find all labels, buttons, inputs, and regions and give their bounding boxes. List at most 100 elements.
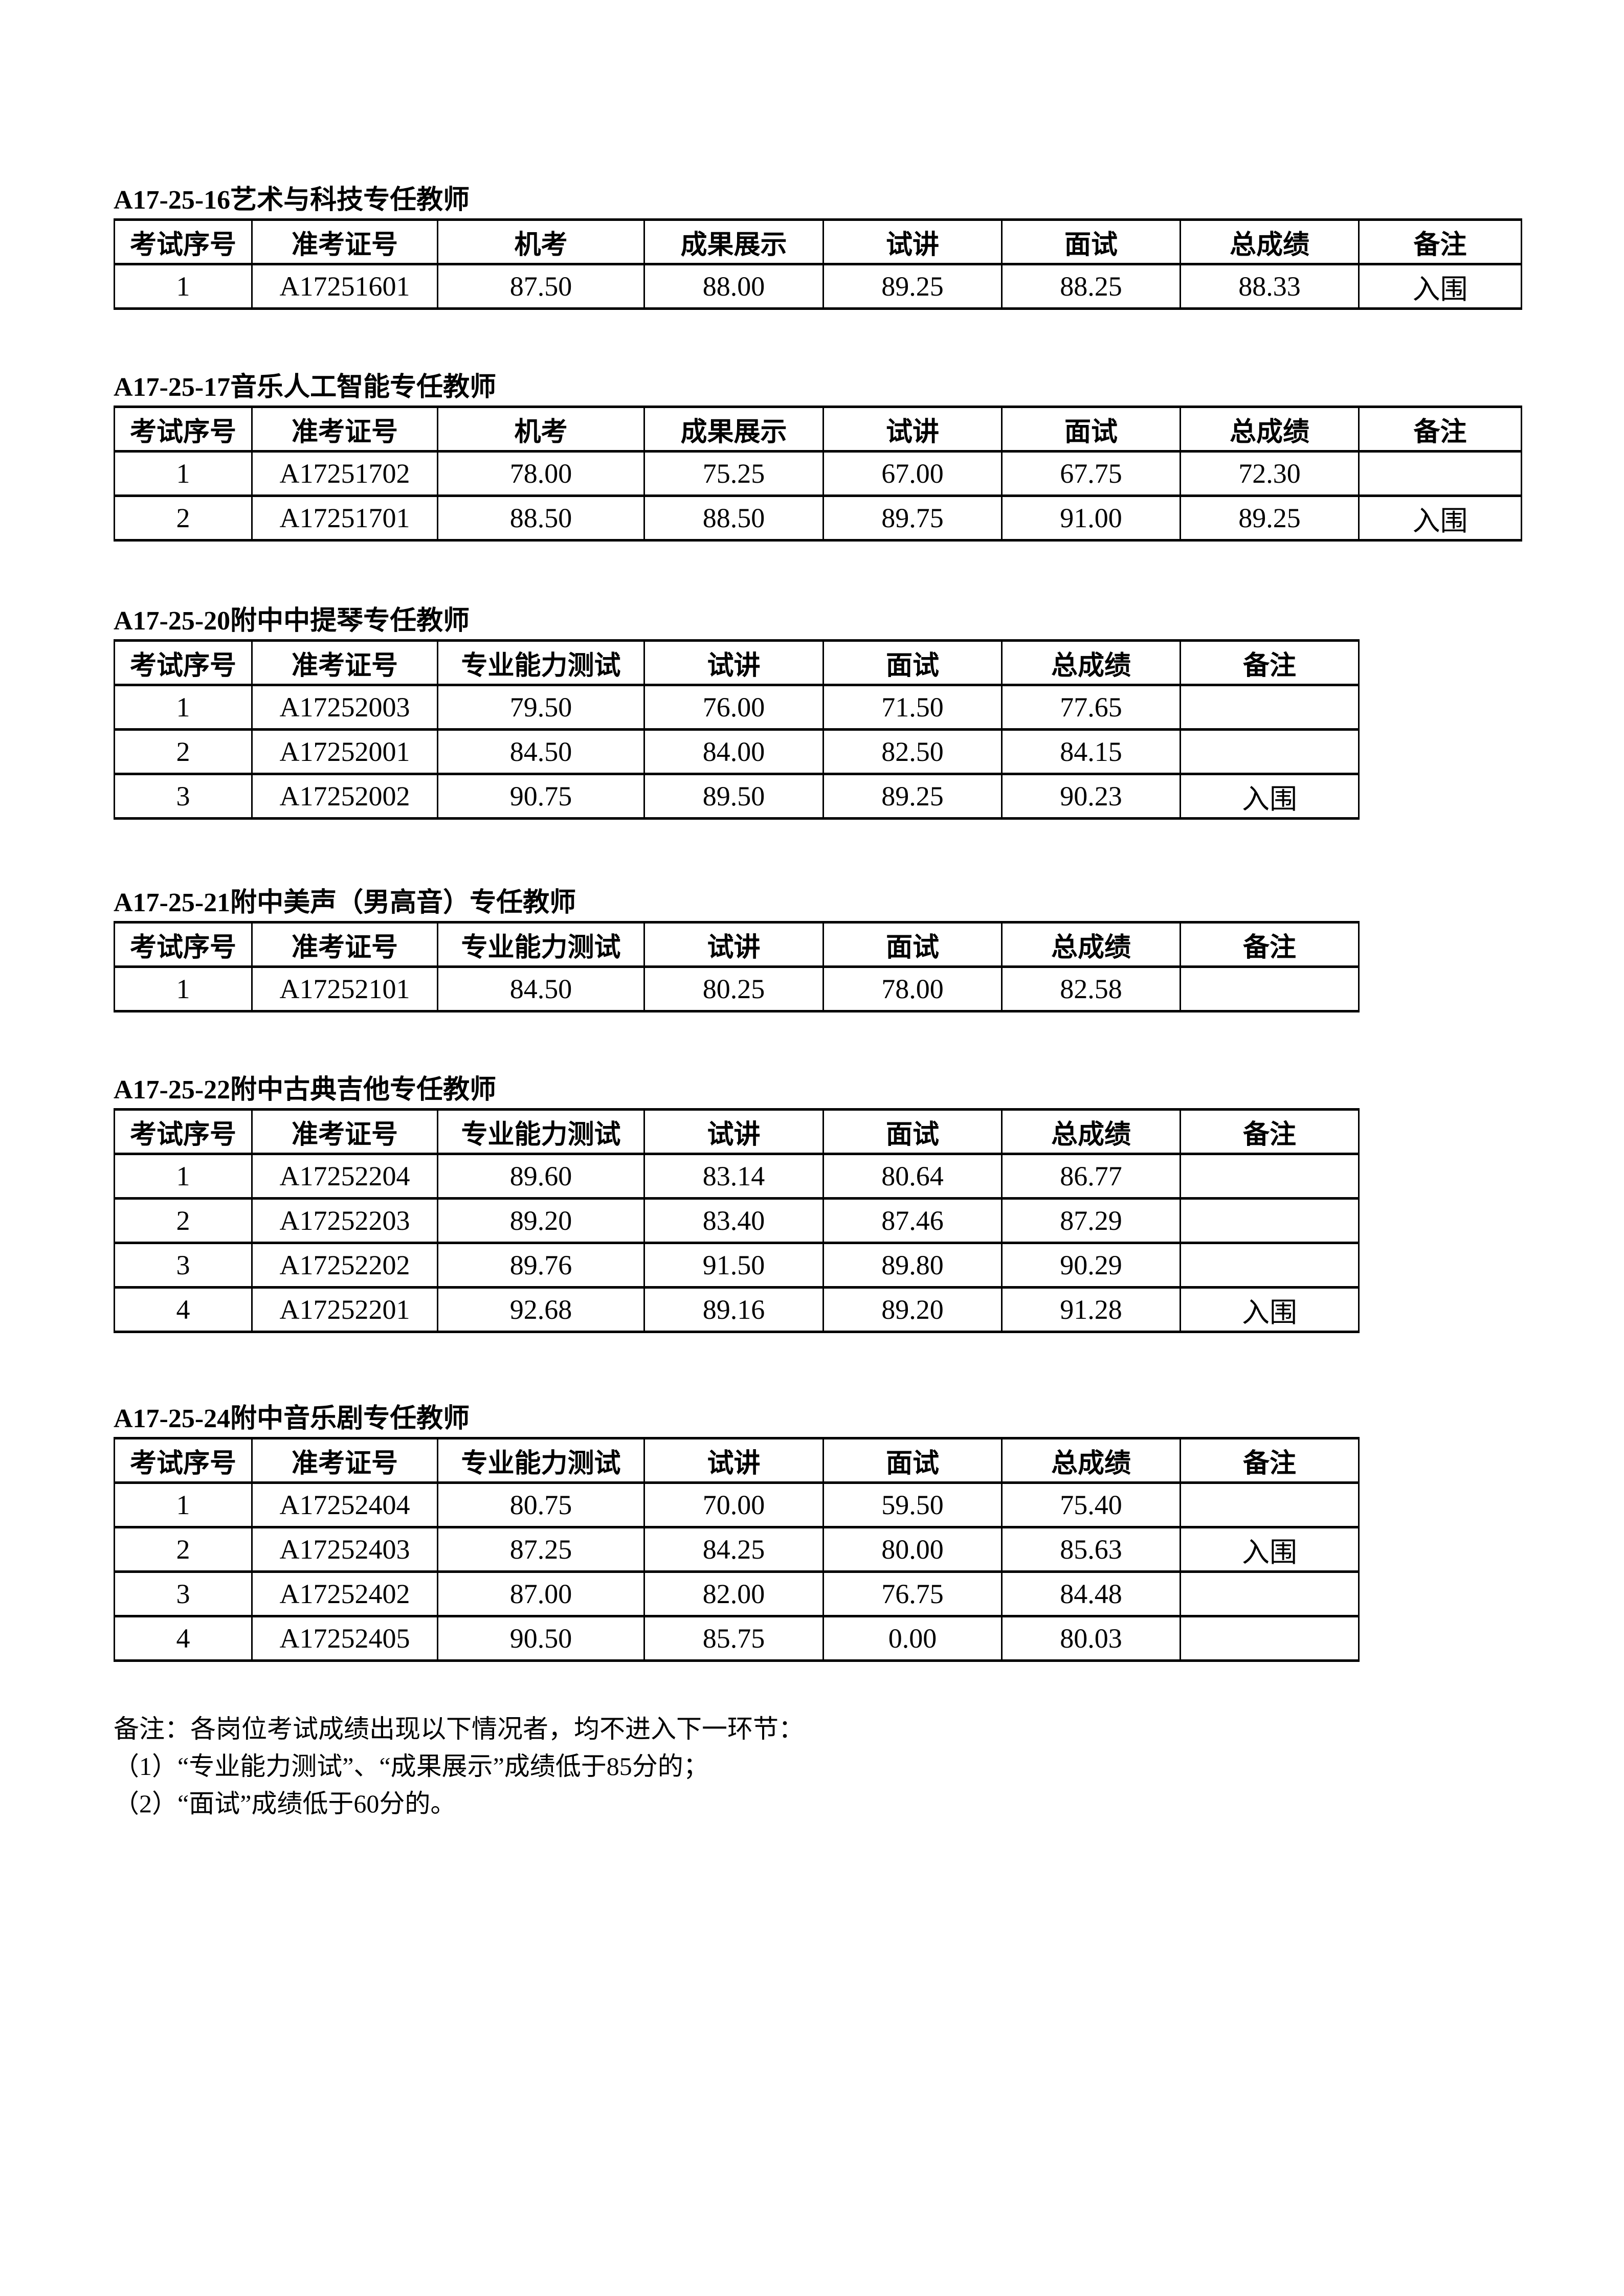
- note-line: （1）“专业能力测试”、“成果展示”成绩低于85分的；: [114, 1752, 709, 1781]
- table-cell: 89.25: [822, 263, 1003, 310]
- column-header: 总成绩: [1001, 639, 1181, 686]
- table-cell: 91.28: [1001, 1286, 1181, 1333]
- score-table: 考试序号 准考证号 专业能力测试 试讲 面试 总成绩 备注 1 A17252003 79.50 76…: [114, 639, 1360, 820]
- table-row: 2 A17252001 84.50 84.00 82.50 84.15: [114, 728, 1360, 775]
- table-cell: 82.00: [643, 1570, 824, 1617]
- table-cell: 87.50: [437, 263, 645, 310]
- table-row: 1 A17252101 84.50 80.25 78.00 82.58: [114, 965, 1360, 1012]
- column-header: 专业能力测试: [437, 921, 645, 968]
- column-header: 备注: [1180, 921, 1360, 968]
- table-cell: A17252403: [251, 1526, 438, 1573]
- column-header: 考试序号: [114, 406, 253, 453]
- table-cell: [1180, 1197, 1360, 1244]
- column-header: 备注: [1180, 639, 1360, 686]
- table-cell: 88.50: [437, 494, 645, 542]
- column-header: 准考证号: [251, 406, 438, 453]
- table-cell: 1: [114, 263, 253, 310]
- column-header: 试讲: [822, 218, 1003, 265]
- table-cell: 79.50: [437, 684, 645, 731]
- table-cell: 0.00: [822, 1615, 1003, 1662]
- section-title: A17-25-20附中中提琴专任教师: [114, 606, 470, 636]
- table-row: 1 A17251601 87.50 88.00 89.25 88.25 88.33 入围: [114, 263, 1522, 310]
- table-cell: 86.77: [1001, 1153, 1181, 1200]
- section-title: A17-25-21附中美声（男高音）专任教师: [114, 888, 576, 917]
- table-row: 3 A17252202 89.76 91.50 89.80 90.29: [114, 1242, 1360, 1289]
- column-header: 准考证号: [251, 218, 438, 265]
- table-cell: 71.50: [822, 684, 1003, 731]
- column-header: 专业能力测试: [437, 1437, 645, 1484]
- column-header: 面试: [822, 1108, 1003, 1155]
- column-header: 试讲: [822, 406, 1003, 453]
- table-row: 3 A17252402 87.00 82.00 76.75 84.48: [114, 1570, 1360, 1617]
- table-cell: 1: [114, 450, 253, 497]
- column-header: 考试序号: [114, 1108, 253, 1155]
- column-header: 总成绩: [1001, 1108, 1181, 1155]
- column-header: 备注: [1180, 1108, 1360, 1155]
- table-cell: 3: [114, 1570, 253, 1617]
- column-header: 机考: [437, 406, 645, 453]
- table-cell: 1: [114, 965, 253, 1012]
- column-header: 试讲: [643, 1108, 824, 1155]
- table-cell: 89.50: [643, 773, 824, 820]
- table-cell: 92.68: [437, 1286, 645, 1333]
- table-cell: A17251601: [251, 263, 438, 310]
- table-cell: 76.75: [822, 1570, 1003, 1617]
- table-cell: 入围: [1358, 263, 1522, 310]
- table-cell: 89.75: [822, 494, 1003, 542]
- table-cell: 90.23: [1001, 773, 1181, 820]
- table-cell: 入围: [1180, 1286, 1360, 1333]
- table-cell: 84.48: [1001, 1570, 1181, 1617]
- table-cell: 87.46: [822, 1197, 1003, 1244]
- table-cell: 77.65: [1001, 684, 1181, 731]
- column-header: 总成绩: [1180, 406, 1360, 453]
- column-header: 备注: [1358, 406, 1522, 453]
- column-header: 试讲: [643, 639, 824, 686]
- table-cell: 87.25: [437, 1526, 645, 1573]
- header-row: 考试序号 准考证号 专业能力测试 试讲 面试 总成绩 备注: [114, 921, 1360, 968]
- score-table: 考试序号 准考证号 机考 成果展示 试讲 面试 总成绩 备注 1 A17251601 87.50 88…: [114, 218, 1522, 310]
- score-section: A17-25-20附中中提琴专任教师 考试序号 准考证号 专业能力测试 试讲 面试 总成绩备…: [114, 603, 1360, 820]
- table-cell: 85.63: [1001, 1526, 1181, 1573]
- column-header: 准考证号: [251, 1437, 438, 1484]
- table-cell: 4: [114, 1286, 253, 1333]
- table-cell: 2: [114, 1526, 253, 1573]
- table-cell: 3: [114, 1242, 253, 1289]
- column-header: 考试序号: [114, 218, 253, 265]
- table-cell: A17252101: [251, 965, 438, 1012]
- table-cell: 67.75: [1001, 450, 1181, 497]
- table-cell: 75.25: [643, 450, 824, 497]
- header-row: 考试序号 准考证号 专业能力测试 试讲 面试 总成绩 备注: [114, 639, 1360, 686]
- table-cell: A17252001: [251, 728, 438, 775]
- header-row: 考试序号 准考证号 机考 成果展示 试讲 面试 总成绩 备注: [114, 406, 1522, 453]
- table-cell: 89.25: [1180, 494, 1360, 542]
- column-header: 成果展示: [643, 406, 824, 453]
- table-row: 1 A17252204 89.60 83.14 80.64 86.77: [114, 1153, 1360, 1200]
- table-cell: 89.76: [437, 1242, 645, 1289]
- table-cell: A17252203: [251, 1197, 438, 1244]
- table-cell: A17252405: [251, 1615, 438, 1662]
- table-cell: 89.25: [822, 773, 1003, 820]
- column-header: 面试: [822, 639, 1003, 686]
- table-cell: 67.00: [822, 450, 1003, 497]
- table-cell: 80.64: [822, 1153, 1003, 1200]
- column-header: 考试序号: [114, 921, 253, 968]
- table-cell: 88.00: [643, 263, 824, 310]
- column-header: 面试: [1001, 218, 1181, 265]
- table-cell: 88.25: [1001, 263, 1181, 310]
- column-header: 试讲: [643, 1437, 824, 1484]
- section-title: A17-25-17音乐人工智能专任教师: [114, 373, 497, 402]
- table-cell: 3: [114, 773, 253, 820]
- table-cell: [1180, 1570, 1360, 1617]
- table-cell: 89.60: [437, 1153, 645, 1200]
- table-cell: A17252003: [251, 684, 438, 731]
- table-cell: [1180, 1615, 1360, 1662]
- score-section: A17-25-22附中古典吉他专任教师 考试序号 准考证号 专业能力测试 试讲 面试 总成绩…: [114, 1072, 1360, 1333]
- table-cell: 84.25: [643, 1526, 824, 1573]
- column-header: 考试序号: [114, 1437, 253, 1484]
- table-cell: A17252404: [251, 1481, 438, 1528]
- table-cell: 2: [114, 728, 253, 775]
- score-table: 考试序号 准考证号 专业能力测试 试讲 面试 总成绩 备注 1 A17252404 80.75 70…: [114, 1437, 1360, 1662]
- column-header: 准考证号: [251, 921, 438, 968]
- table-cell: 80.03: [1001, 1615, 1181, 1662]
- table-cell: [1180, 1153, 1360, 1200]
